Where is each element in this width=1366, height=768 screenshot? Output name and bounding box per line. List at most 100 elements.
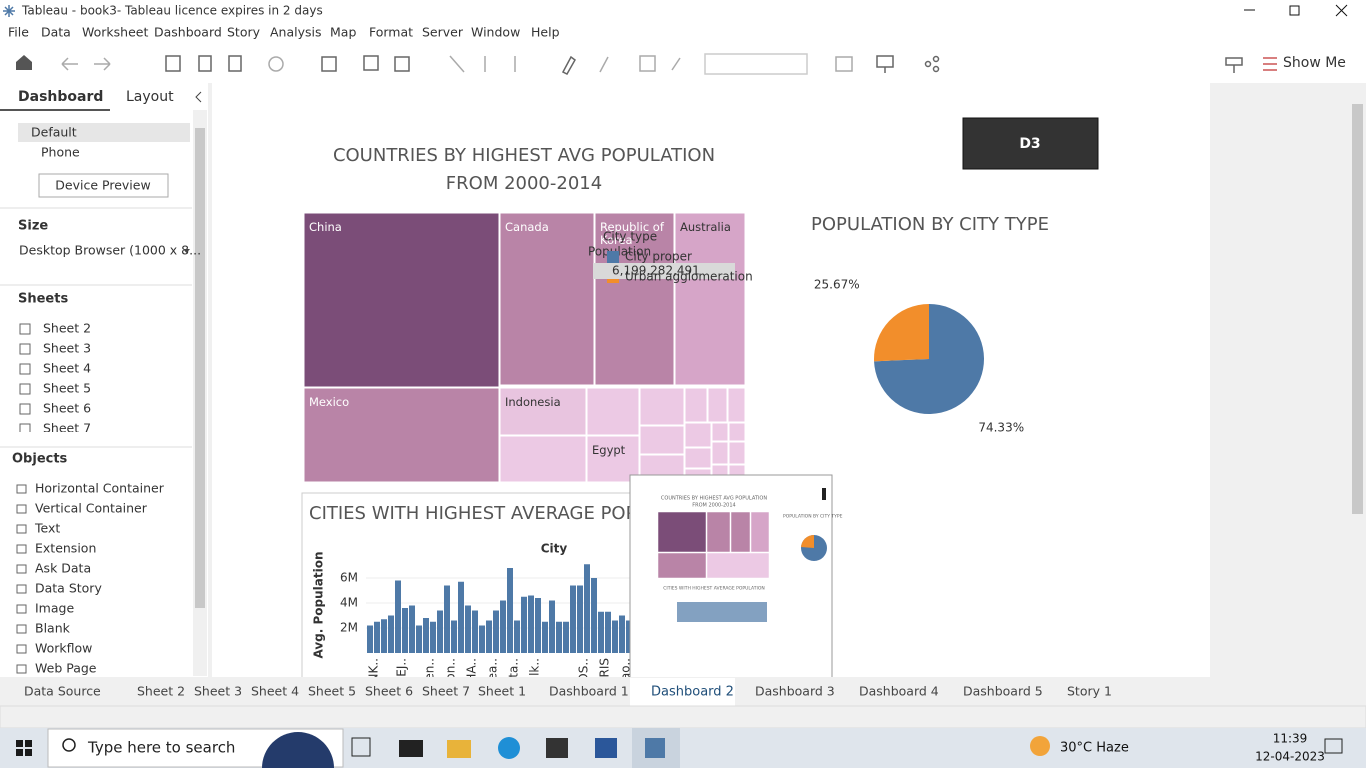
start-button[interactable]	[16, 740, 32, 756]
object-item[interactable]: Extension	[35, 541, 96, 556]
side-scroll-thumb[interactable]	[195, 128, 205, 608]
panel-tab[interactable]: Dashboard	[18, 89, 103, 105]
weather[interactable]: 30°C Haze	[1060, 741, 1129, 756]
bar[interactable]	[521, 596, 527, 653]
bar[interactable]	[458, 581, 464, 653]
treemap-cell[interactable]	[586, 435, 640, 483]
taskbar-apps[interactable]	[351, 728, 680, 768]
menu-item[interactable]: Map	[330, 25, 356, 40]
menu-item[interactable]: Format	[369, 25, 413, 40]
notification-button[interactable]	[1324, 738, 1343, 754]
object-item[interactable]: Ask Data	[35, 561, 91, 576]
treemap-cell[interactable]	[674, 212, 746, 386]
restore-button[interactable]	[1289, 5, 1300, 16]
legend-item[interactable]: City proper	[625, 250, 692, 264]
menu-item[interactable]: Story	[227, 25, 261, 40]
size-dropdown[interactable]: Desktop Browser (1000 x 8...	[19, 243, 201, 258]
sheet-tab[interactable]: Dashboard 5	[963, 684, 1043, 699]
bar[interactable]	[507, 568, 513, 653]
bar[interactable]	[381, 619, 387, 653]
sheet-tab[interactable]: Sheet 6	[365, 684, 413, 699]
bar[interactable]	[493, 610, 499, 654]
bar[interactable]	[395, 580, 401, 654]
bar[interactable]	[570, 585, 576, 654]
bar[interactable]	[528, 595, 534, 654]
bar[interactable]	[402, 608, 408, 653]
sheet-item[interactable]: Sheet 5	[43, 381, 91, 396]
device-option[interactable]: Default	[31, 125, 77, 140]
treemap-cell[interactable]	[303, 387, 500, 483]
bar[interactable]	[514, 620, 520, 654]
menu-item[interactable]: Server	[422, 25, 464, 40]
object-item[interactable]: Data Story	[35, 581, 102, 596]
bar[interactable]	[430, 621, 436, 653]
search-placeholder[interactable]: Type here to search	[87, 739, 235, 757]
show-me-button[interactable]: Show Me	[1283, 55, 1346, 71]
bar[interactable]	[409, 605, 415, 654]
bar[interactable]	[563, 621, 569, 653]
bar[interactable]	[444, 585, 450, 654]
sheet-tab[interactable]: Story 1	[1067, 684, 1112, 699]
navigation-button[interactable]	[962, 117, 1099, 170]
bar[interactable]	[535, 598, 541, 653]
sheet-tab[interactable]: Dashboard 1	[549, 684, 629, 699]
panel-tab[interactable]: Layout	[126, 89, 174, 105]
bar[interactable]	[465, 605, 471, 654]
bar[interactable]	[612, 620, 618, 654]
object-item[interactable]: Image	[35, 601, 74, 616]
object-item[interactable]: Web Page	[35, 661, 97, 676]
object-item[interactable]: Workflow	[35, 641, 92, 656]
scroll-thumb[interactable]	[1352, 104, 1363, 514]
bar[interactable]	[584, 564, 590, 653]
clock-time[interactable]: 11:39	[1273, 732, 1308, 746]
bar[interactable]	[367, 625, 373, 654]
bar[interactable]	[500, 600, 506, 654]
object-item[interactable]: Vertical Container	[35, 501, 148, 516]
object-item[interactable]: Horizontal Container	[35, 481, 165, 496]
bar[interactable]	[472, 610, 478, 654]
sheet-tab[interactable]: Sheet 1	[478, 684, 526, 699]
collapse-button[interactable]	[195, 91, 202, 103]
object-item[interactable]: Blank	[35, 621, 71, 636]
sheet-item[interactable]: Sheet 6	[43, 401, 91, 416]
object-item[interactable]: Text	[34, 521, 60, 536]
bar[interactable]	[591, 578, 597, 653]
menu-item[interactable]: Analysis	[270, 25, 322, 40]
device-preview-label[interactable]: Device Preview	[55, 178, 150, 193]
pie-slice[interactable]	[874, 304, 985, 414]
sheet-item[interactable]: Sheet 3	[43, 341, 91, 356]
sheet-tab[interactable]: Dashboard 4	[859, 684, 939, 699]
bar[interactable]	[451, 620, 457, 654]
pie-slice[interactable]	[874, 304, 929, 362]
dashboard-thumbnail[interactable]: COUNTRIES BY HIGHEST AVG POPULATIONFROM …	[629, 474, 843, 680]
treemap-cell[interactable]	[499, 212, 595, 386]
bar[interactable]	[556, 621, 562, 653]
bar[interactable]	[549, 600, 555, 654]
bar[interactable]	[486, 620, 492, 654]
menu-item[interactable]: Dashboard	[154, 25, 222, 40]
sheet-item[interactable]: Sheet 2	[43, 321, 91, 336]
bar[interactable]	[437, 610, 443, 654]
sheet-tab[interactable]: Sheet 5	[308, 684, 356, 699]
sheet-item[interactable]: Sheet 7	[43, 421, 91, 436]
treemap-cell[interactable]	[303, 212, 500, 388]
bar[interactable]	[598, 611, 604, 653]
close-button[interactable]	[1335, 4, 1348, 17]
sheet-tab[interactable]: Sheet 7	[422, 684, 470, 699]
sheet-tab[interactable]: Sheet 2	[137, 684, 185, 699]
sheet-tab[interactable]: Sheet 3	[194, 684, 242, 699]
bar[interactable]	[479, 625, 485, 654]
bar[interactable]	[423, 618, 429, 653]
menu-item[interactable]: Window	[471, 25, 520, 40]
menu-item[interactable]: Data	[41, 25, 71, 40]
sheet-tab[interactable]: Sheet 4	[251, 684, 299, 699]
clock-date[interactable]: 12-04-2023	[1255, 750, 1325, 764]
bar[interactable]	[577, 585, 583, 654]
treemap-cell[interactable]	[499, 387, 587, 436]
navigation-button-label[interactable]: D3	[1019, 136, 1040, 152]
device-option[interactable]: Phone	[41, 145, 80, 160]
bar[interactable]	[605, 611, 611, 653]
bar[interactable]	[626, 620, 632, 654]
bar[interactable]	[388, 615, 394, 654]
sheet-item[interactable]: Sheet 4	[43, 361, 91, 376]
